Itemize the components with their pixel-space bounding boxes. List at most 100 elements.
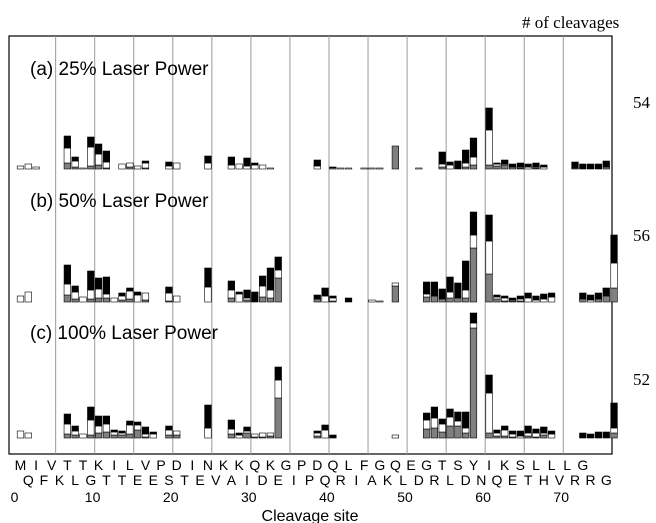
bar-segment: [71, 160, 79, 168]
sequence-letter: K: [500, 457, 510, 473]
sequence-letter: T: [63, 457, 72, 473]
bar-segment: [524, 292, 532, 299]
bar-segment: [469, 137, 478, 158]
bar-segment: [259, 285, 267, 298]
bar-segment: [485, 107, 493, 131]
bar-segment: [423, 412, 431, 421]
bar-segment: [243, 165, 251, 170]
bar-segment: [141, 160, 150, 164]
bar-segment: [547, 433, 556, 439]
bar-segment: [376, 167, 384, 170]
bar-segment: [126, 420, 134, 426]
bar-segment: [87, 298, 95, 303]
x-tick-label: 20: [163, 489, 179, 505]
bar-segment: [63, 147, 71, 164]
bar-segment: [63, 162, 71, 170]
bar-segment: [454, 297, 462, 303]
panel-bars: [16, 312, 618, 439]
bar-segment: [508, 433, 517, 438]
bar-segment: [274, 397, 282, 439]
bar-segment: [235, 432, 243, 436]
bar-segment: [63, 433, 71, 439]
bar-segment: [259, 296, 267, 303]
bar-segment: [126, 424, 134, 435]
bar-segment: [95, 277, 103, 290]
bar-segment: [391, 434, 399, 439]
bar-segment: [438, 151, 446, 165]
sequence-letter: D: [172, 457, 182, 473]
bar-segment: [493, 432, 501, 437]
x-tick-label: 30: [241, 489, 257, 505]
sequence-letter: L: [126, 457, 134, 473]
sequence-letter: M: [15, 457, 27, 473]
bar-segment: [251, 433, 259, 438]
bar-segment: [446, 161, 454, 166]
bar-segment: [469, 156, 478, 166]
bar-segment: [227, 433, 235, 439]
bar-segment: [102, 431, 111, 439]
sequence-letter: L: [548, 457, 556, 473]
bar-segment: [501, 425, 509, 431]
bar-segment: [141, 426, 150, 435]
bar-segment: [71, 291, 79, 300]
x-tick-label: 50: [397, 489, 413, 505]
bar-segment: [415, 167, 423, 170]
bar-segment: [516, 295, 524, 300]
bar-segment: [118, 430, 126, 434]
bar-segment: [524, 297, 532, 303]
bar-segment: [141, 162, 150, 169]
sequence-letter: S: [164, 472, 173, 488]
sequence-letter: K: [266, 457, 276, 473]
bar-segment: [110, 431, 118, 436]
bar-segment: [454, 160, 462, 170]
sequence-letter: K: [235, 457, 245, 473]
bar-segment: [532, 162, 540, 168]
bar-segment: [313, 294, 321, 300]
sequence-letter: G: [281, 457, 292, 473]
bar-segment: [266, 267, 275, 291]
bar-segment: [423, 293, 431, 298]
bar-segment: [235, 293, 243, 303]
bar-segment: [493, 162, 501, 165]
sequence-letter: Q: [249, 457, 260, 473]
sequence-letter: I: [34, 457, 38, 473]
bar-segment: [423, 428, 431, 439]
sequence-letter: F: [360, 457, 369, 473]
bar-segment: [485, 214, 493, 242]
bar-segment: [102, 297, 111, 303]
bar-segment: [462, 411, 470, 429]
bar-segment: [469, 322, 478, 329]
bar-segment: [368, 167, 376, 170]
bar-segment: [87, 406, 95, 421]
bar-segment: [204, 404, 212, 429]
sequence-letter: D: [312, 457, 322, 473]
bar-segment: [462, 432, 470, 439]
x-tick-label: 40: [319, 489, 335, 505]
bar-segment: [469, 164, 478, 170]
bar-segment: [165, 292, 173, 302]
bar-segment: [540, 426, 548, 434]
bar-segment: [24, 291, 32, 303]
bar-segment: [524, 166, 532, 170]
bar-segment: [165, 161, 173, 167]
sequence-letter: I: [487, 457, 491, 473]
bar-segment: [134, 429, 142, 439]
bar-segment: [516, 430, 524, 437]
bar-segment: [579, 432, 587, 439]
bar-segment: [204, 427, 212, 439]
bar-segment: [118, 292, 126, 297]
sequence-letter: V: [211, 472, 221, 488]
bar-segment: [95, 153, 103, 166]
sequence-letter: Q: [491, 472, 502, 488]
bar-segment: [141, 292, 150, 301]
bar-segment: [32, 166, 40, 170]
sequence-letter: I: [354, 472, 358, 488]
bar-segment: [540, 434, 548, 439]
bar-segment: [118, 163, 126, 170]
bar-segment: [71, 166, 79, 170]
bar-segment: [134, 165, 142, 170]
bar-segment: [149, 433, 157, 439]
bar-segment: [462, 260, 470, 291]
sequence-letter: S: [516, 457, 525, 473]
sequence-letter: Q: [23, 472, 34, 488]
